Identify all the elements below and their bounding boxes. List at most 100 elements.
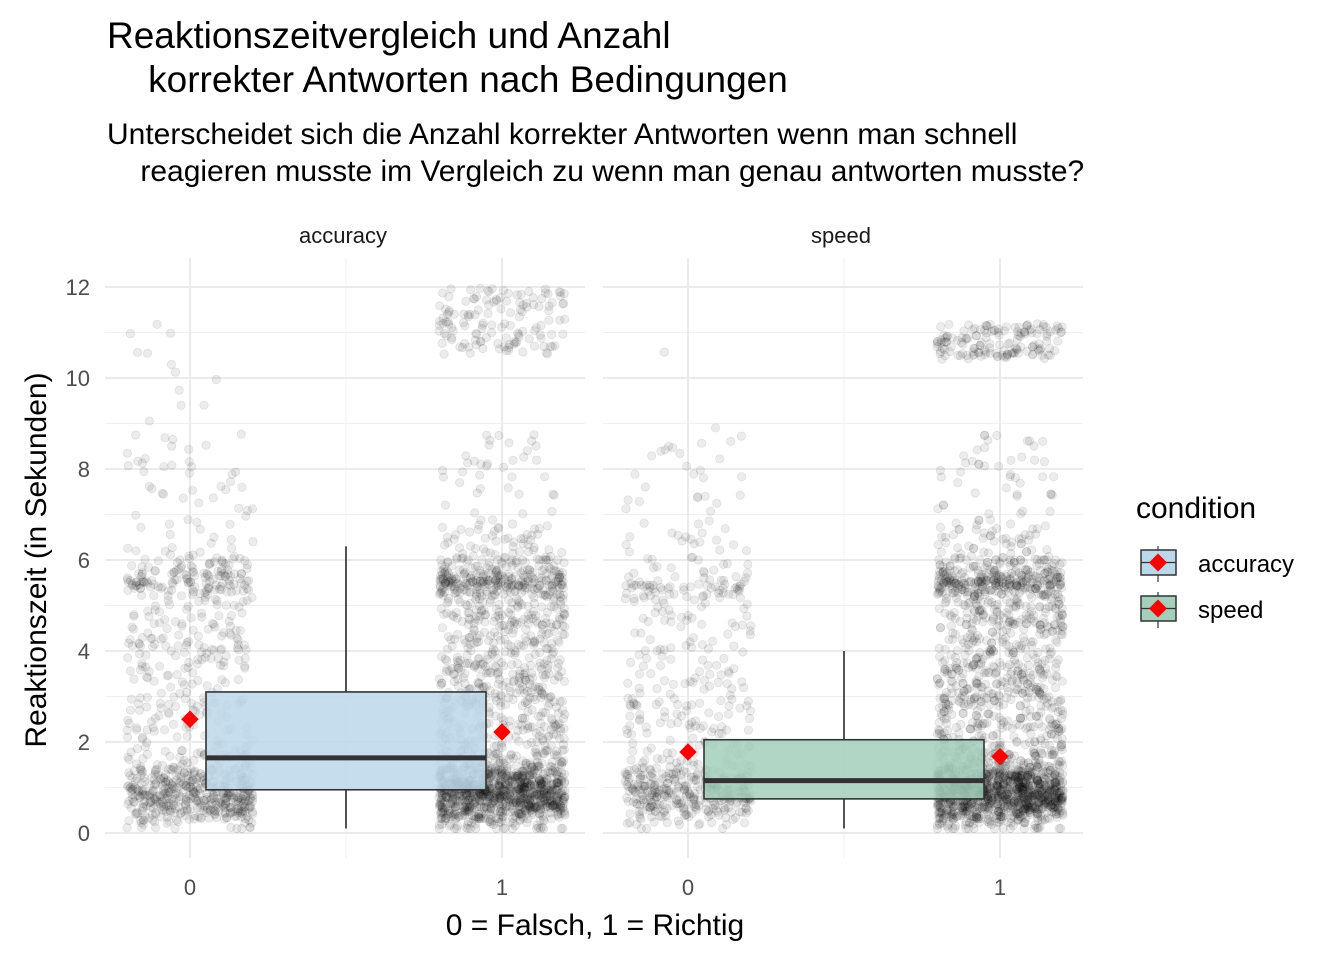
data-point <box>184 657 194 668</box>
data-point <box>148 642 158 652</box>
data-point <box>223 791 233 801</box>
data-point <box>122 725 132 735</box>
data-point <box>216 798 226 808</box>
data-point <box>220 807 230 818</box>
data-point <box>199 400 209 410</box>
data-point <box>458 673 468 683</box>
data-point <box>190 793 200 803</box>
data-point <box>169 567 179 578</box>
data-point <box>200 592 210 603</box>
data-point <box>222 812 232 823</box>
data-point <box>651 763 662 773</box>
data-point <box>165 600 175 610</box>
data-point <box>182 804 192 814</box>
data-point <box>151 764 162 775</box>
data-point <box>136 577 147 587</box>
data-point <box>513 639 524 650</box>
data-point <box>444 821 454 831</box>
data-point <box>534 661 545 672</box>
data-point <box>174 385 184 395</box>
data-point <box>548 647 559 657</box>
data-point <box>236 800 246 811</box>
data-point <box>518 509 528 519</box>
data-point <box>534 809 545 819</box>
data-point <box>466 541 476 551</box>
data-point <box>186 777 196 787</box>
data-point <box>457 467 468 477</box>
data-point <box>501 345 511 356</box>
data-point <box>159 462 169 472</box>
data-point <box>128 624 138 634</box>
data-point <box>189 755 199 765</box>
data-point <box>709 723 719 734</box>
data-point <box>465 285 476 295</box>
data-point <box>642 746 652 756</box>
data-point <box>219 568 229 578</box>
data-point <box>657 811 667 822</box>
data-point <box>127 560 137 571</box>
data-point <box>707 636 718 646</box>
data-point <box>240 796 250 806</box>
data-point <box>142 749 152 760</box>
data-point <box>743 696 754 706</box>
data-point <box>447 790 457 800</box>
data-point <box>728 540 739 550</box>
data-point <box>209 557 219 567</box>
data-point <box>163 776 174 787</box>
data-point <box>205 558 215 568</box>
data-point <box>136 641 146 651</box>
data-point <box>639 518 649 528</box>
data-point <box>488 750 499 761</box>
data-point <box>462 650 472 660</box>
data-point <box>220 571 230 582</box>
data-point <box>228 807 238 817</box>
data-point <box>169 784 179 794</box>
data-point <box>148 722 158 733</box>
data-point <box>152 791 162 802</box>
data-point <box>634 496 645 507</box>
data-point <box>233 674 243 685</box>
data-point <box>149 775 160 785</box>
data-point <box>122 448 133 458</box>
data-point <box>475 576 485 586</box>
data-point <box>163 707 173 717</box>
data-point <box>140 742 150 752</box>
data-point <box>641 795 651 805</box>
data-point <box>144 416 154 426</box>
data-point <box>238 791 249 801</box>
data-point <box>992 430 1002 441</box>
data-point <box>196 813 206 823</box>
data-point <box>187 775 198 785</box>
data-point <box>689 760 699 771</box>
data-point <box>514 329 524 339</box>
data-point <box>183 601 193 612</box>
data-point <box>127 641 137 651</box>
data-point <box>217 644 227 654</box>
data-point <box>447 663 457 674</box>
data-point <box>545 788 555 799</box>
data-point <box>623 796 633 807</box>
data-point <box>454 565 465 575</box>
data-point <box>462 789 472 800</box>
data-point <box>149 591 159 601</box>
data-point <box>152 319 162 329</box>
data-point <box>505 308 516 318</box>
data-point <box>190 811 200 821</box>
data-point <box>648 773 659 783</box>
data-point <box>180 800 190 811</box>
data-point <box>165 328 176 338</box>
data-point <box>202 568 212 579</box>
data-point <box>666 654 676 664</box>
data-point <box>142 790 152 800</box>
data-point <box>468 551 478 561</box>
data-point <box>673 799 683 809</box>
data-point <box>201 440 211 450</box>
data-point <box>634 810 645 820</box>
data-point <box>183 578 193 588</box>
data-point <box>535 823 546 834</box>
data-point <box>558 298 569 308</box>
data-point <box>236 569 247 579</box>
data-point <box>217 556 227 567</box>
data-point <box>231 467 241 477</box>
data-point <box>184 577 194 588</box>
